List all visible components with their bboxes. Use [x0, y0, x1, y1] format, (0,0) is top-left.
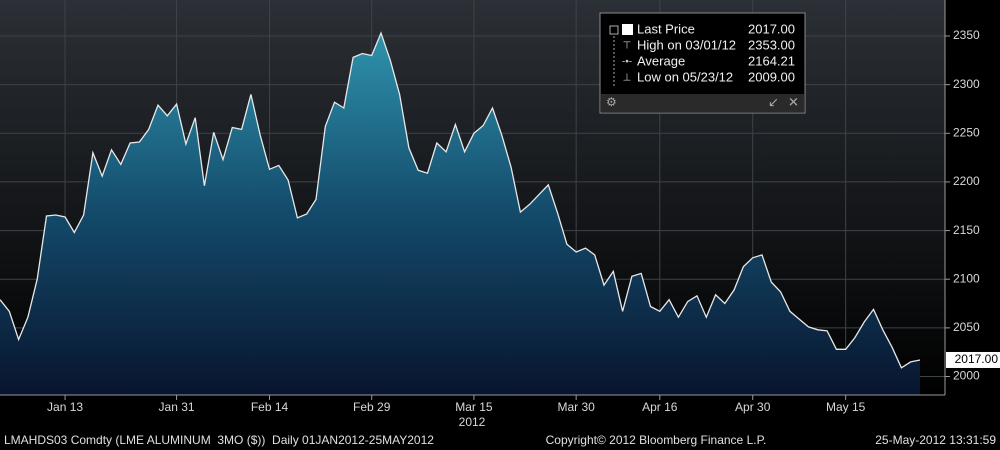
- footer-left: LMAHDS03 Comdty (LME ALUMINUM 3MO ($)) D…: [4, 433, 434, 447]
- x-tick-label: Apr 30: [735, 400, 771, 414]
- legend-box: ⚙ ↙ ✕ Last Price 2017.00 ⊤ High on 03/01/…: [600, 13, 805, 113]
- legend-label: Last Price: [637, 21, 695, 36]
- x-tick-label: Jan 31: [159, 400, 195, 414]
- x-tick-label: Apr 16: [642, 400, 678, 414]
- x-tick-label: Mar 15: [455, 400, 493, 414]
- page: 2000 2050 2100 2150 2200 2250 2300 2350 Jan 13 Ja…: [0, 0, 1000, 450]
- x-tick-label: May 15: [826, 400, 866, 414]
- y-tick-label: 2200: [953, 174, 980, 188]
- legend-value: 2009.00: [748, 69, 795, 84]
- footer-center: Copyright© 2012 Bloomberg Finance L.P.: [546, 433, 767, 447]
- legend-marker: -•-: [622, 57, 632, 68]
- legend-marker: ⊤: [623, 41, 632, 52]
- resize-icon[interactable]: ↙: [768, 94, 779, 109]
- legend-swatch: [622, 24, 633, 35]
- y-tick-label: 2250: [953, 125, 980, 139]
- y-tick-label: 2350: [953, 28, 980, 42]
- legend-value: 2017.00: [748, 21, 795, 36]
- legend-value: 2164.21: [748, 53, 795, 68]
- x-tick-label: Mar 30: [557, 400, 595, 414]
- y-tick-label: 2300: [953, 77, 980, 91]
- y-tick-label: 2050: [953, 320, 980, 334]
- legend-label: Low on 05/23/12: [637, 69, 733, 84]
- legend-value: 2353.00: [748, 37, 795, 52]
- close-icon[interactable]: ✕: [788, 94, 799, 109]
- last-price-label: 2017.00: [955, 352, 999, 366]
- legend-label: High on 03/01/12: [637, 37, 736, 52]
- y-tick-label: 2150: [953, 223, 980, 237]
- footer-right: 25-May-2012 13:31:59: [875, 433, 996, 447]
- y-tick-label: 2100: [953, 271, 980, 285]
- chart: 2000 2050 2100 2150 2200 2250 2300 2350 Jan 13 Ja…: [0, 0, 1000, 450]
- x-tick-label: Feb 29: [353, 400, 391, 414]
- y-tick-label: 2000: [953, 369, 980, 383]
- x-year-label: 2012: [459, 415, 486, 429]
- x-tick-label: Feb 14: [251, 400, 289, 414]
- settings-icon[interactable]: ⚙: [606, 95, 617, 109]
- x-tick-label: Jan 13: [47, 400, 83, 414]
- legend-label: Average: [637, 53, 685, 68]
- legend-marker: ⊥: [623, 73, 632, 84]
